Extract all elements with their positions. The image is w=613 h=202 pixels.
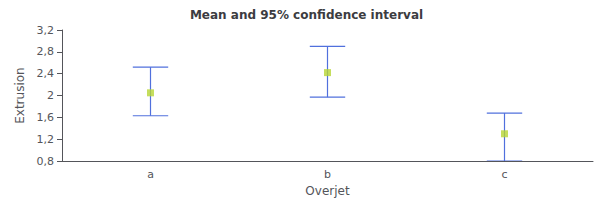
svg-text:c: c <box>501 168 507 181</box>
svg-text:3,2: 3,2 <box>37 24 55 37</box>
svg-text:0,8: 0,8 <box>37 155 55 168</box>
svg-text:2: 2 <box>47 89 54 102</box>
svg-text:1,2: 1,2 <box>37 133 55 146</box>
svg-text:2,8: 2,8 <box>37 45 55 58</box>
svg-text:b: b <box>324 168 331 181</box>
svg-text:1,6: 1,6 <box>37 111 55 124</box>
svg-text:Extrusion: Extrusion <box>13 67 27 123</box>
svg-text:2,4: 2,4 <box>37 67 55 80</box>
svg-text:Mean and 95% confidence interv: Mean and 95% confidence interval <box>190 8 423 22</box>
svg-text:a: a <box>147 168 154 181</box>
svg-text:Overjet: Overjet <box>305 184 350 198</box>
